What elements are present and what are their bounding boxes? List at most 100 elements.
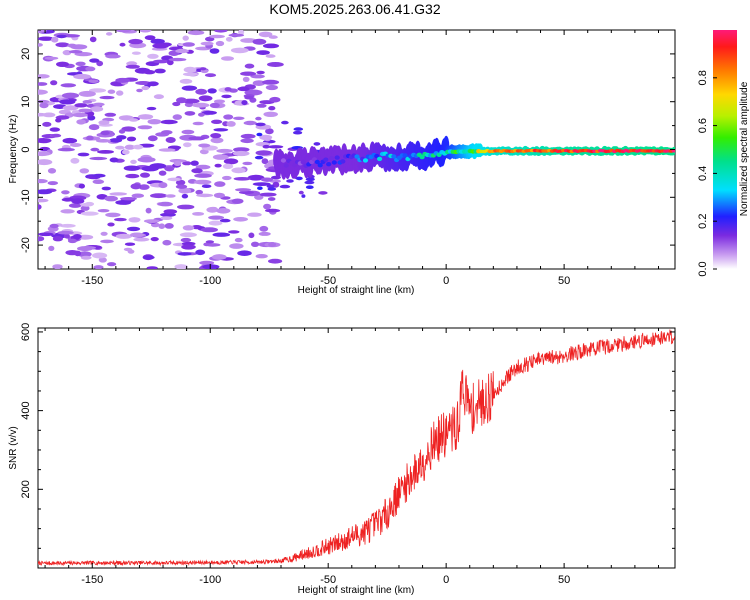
noise-cell bbox=[100, 130, 110, 136]
noise-cell bbox=[188, 136, 206, 141]
noise-cell bbox=[254, 155, 264, 160]
noise-cell bbox=[174, 264, 188, 269]
noise-cell bbox=[256, 132, 263, 137]
noise-cell bbox=[69, 143, 82, 147]
noise-cell bbox=[80, 205, 90, 211]
noise-cell bbox=[130, 159, 137, 164]
noise-cell bbox=[219, 218, 231, 223]
noise-cell bbox=[38, 232, 54, 237]
noise-cell bbox=[121, 126, 136, 132]
snr-panel: -150 -100 -50 0 50 200 400 600 Height of straig… bbox=[8, 323, 676, 596]
spectrogram-y-axis-title: Frequency (Hz) bbox=[8, 115, 19, 184]
noise-cell bbox=[223, 158, 239, 165]
noise-cell bbox=[187, 30, 205, 36]
noise-cell bbox=[57, 230, 74, 235]
noise-cell bbox=[50, 80, 58, 86]
noise-cell bbox=[222, 163, 234, 169]
noise-cell bbox=[107, 89, 116, 94]
snr-axes: -150 -100 -50 0 50 200 400 600 bbox=[20, 323, 675, 586]
noise-cell bbox=[265, 84, 278, 91]
noise-cell bbox=[82, 100, 93, 104]
noise-cell bbox=[133, 237, 150, 242]
noise-cell bbox=[163, 209, 178, 215]
noise-cell bbox=[183, 66, 197, 73]
noise-cell bbox=[88, 124, 100, 131]
noise-cell bbox=[228, 33, 245, 37]
noise-cell bbox=[260, 177, 274, 182]
noise-cell bbox=[47, 168, 57, 174]
snr-series-line bbox=[38, 329, 675, 567]
colorbar-tick-label: 0.0 bbox=[697, 261, 709, 276]
x-tick-label: 50 bbox=[558, 275, 570, 287]
noise-cell bbox=[235, 188, 252, 192]
noise-cell bbox=[147, 53, 159, 59]
noise-cell bbox=[38, 189, 53, 195]
noise-cell bbox=[177, 252, 192, 256]
noise-cell bbox=[150, 237, 159, 242]
noise-cell bbox=[223, 114, 234, 120]
noise-cell bbox=[49, 127, 60, 132]
noise-cell bbox=[71, 198, 85, 205]
noise-cell bbox=[138, 114, 154, 120]
noise-cell bbox=[168, 57, 187, 62]
noise-cell bbox=[184, 111, 196, 116]
noise-cell bbox=[125, 64, 140, 69]
noise-cell bbox=[77, 152, 90, 157]
noise-cell bbox=[175, 184, 188, 189]
noise-cell bbox=[123, 247, 133, 252]
noise-cell bbox=[195, 88, 208, 95]
noise-cell bbox=[80, 211, 99, 216]
signal-core-cell bbox=[314, 159, 320, 165]
noise-cell bbox=[86, 135, 94, 141]
noise-cell bbox=[96, 60, 104, 67]
noise-cell bbox=[78, 183, 85, 189]
noise-cell bbox=[38, 198, 49, 203]
noise-cell bbox=[51, 133, 62, 138]
noise-cell bbox=[131, 193, 144, 198]
noise-cell bbox=[90, 106, 104, 112]
noise-cell bbox=[147, 81, 159, 87]
noise-cell bbox=[38, 138, 52, 144]
noise-cell bbox=[167, 177, 181, 182]
noise-cell bbox=[38, 89, 48, 95]
noise-cell bbox=[182, 72, 199, 77]
noise-cell bbox=[130, 232, 145, 237]
noise-cell bbox=[298, 190, 304, 195]
noise-cell bbox=[204, 73, 217, 78]
noise-cell bbox=[42, 112, 56, 118]
noise-cell bbox=[99, 95, 115, 100]
noise-cell bbox=[166, 59, 174, 66]
noise-cell bbox=[106, 32, 113, 36]
noise-cell bbox=[125, 173, 140, 179]
noise-cell bbox=[268, 242, 277, 247]
noise-cell bbox=[92, 173, 106, 178]
noise-cell bbox=[42, 121, 52, 127]
noise-cell bbox=[92, 102, 105, 107]
noise-cell bbox=[248, 232, 255, 239]
noise-cell bbox=[178, 187, 192, 194]
noise-cell bbox=[244, 95, 254, 100]
x-tick-label: 0 bbox=[443, 574, 449, 586]
noise-cell bbox=[89, 36, 97, 43]
noise-cell bbox=[73, 73, 91, 80]
noise-cell bbox=[206, 206, 219, 213]
noise-cell bbox=[44, 56, 59, 60]
noise-cell bbox=[38, 99, 50, 104]
noise-cell bbox=[256, 50, 270, 55]
noise-cell bbox=[305, 185, 314, 189]
noise-cell bbox=[107, 222, 115, 227]
noise-cell bbox=[176, 97, 187, 104]
noise-cell bbox=[257, 186, 263, 190]
noise-cell bbox=[152, 59, 169, 64]
noise-cell bbox=[72, 112, 88, 118]
noise-cell bbox=[146, 106, 157, 111]
noise-cell bbox=[56, 34, 67, 39]
noise-cell bbox=[286, 179, 294, 183]
noise-cell bbox=[205, 240, 215, 244]
noise-cell bbox=[147, 119, 162, 125]
noise-cell bbox=[172, 114, 182, 120]
noise-cell bbox=[262, 79, 280, 85]
noise-cell bbox=[247, 174, 265, 181]
